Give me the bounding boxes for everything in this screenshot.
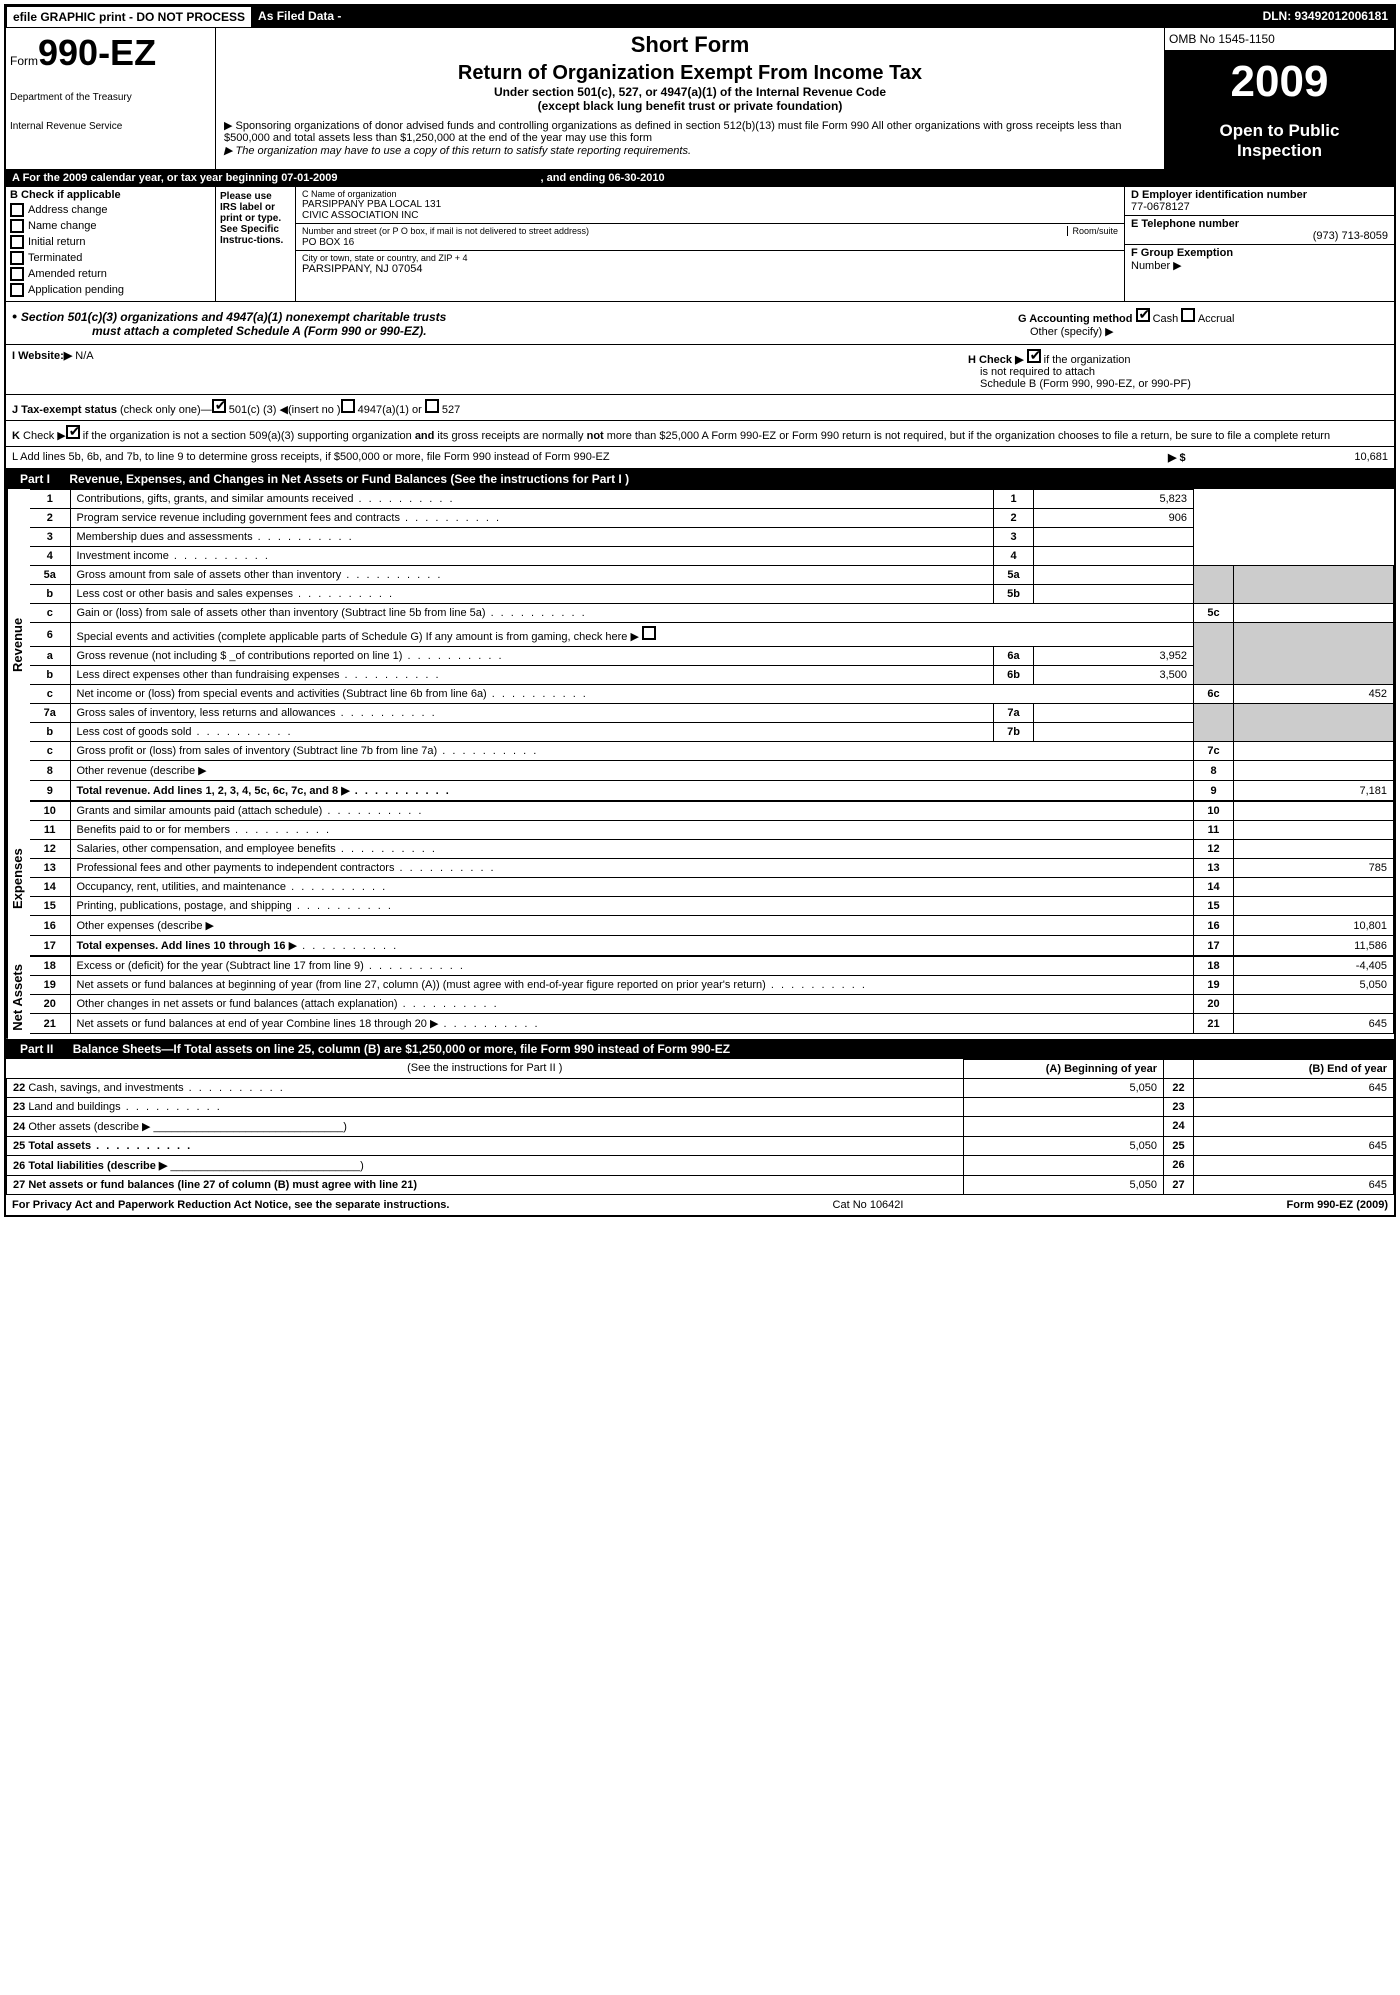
expenses-table: 10Grants and similar amounts paid (attac… — [30, 801, 1394, 956]
h-check-section: H Check ▶ if the organization is not req… — [968, 349, 1388, 390]
check-initial-return[interactable]: Initial return — [10, 235, 211, 249]
org-name-section: C Name of organization PARSIPPANY PBA LO… — [296, 187, 1124, 224]
gross-receipts-value: 10,681 — [1228, 451, 1388, 464]
irs-label-instr: Please use IRS label or print or type. S… — [216, 187, 296, 301]
balance-sheet-table: (See the instructions for Part II ) (A) … — [6, 1059, 1394, 1195]
k-checkbox[interactable] — [66, 425, 80, 439]
row-l-gross: L Add lines 5b, 6b, and 7b, to line 9 to… — [6, 447, 1394, 469]
header-center: Short Form Return of Organization Exempt… — [216, 28, 1164, 169]
accrual-checkbox[interactable] — [1181, 308, 1195, 322]
row-j-exempt-status: J Tax-exempt status (check only one)— 50… — [6, 395, 1394, 421]
under-section: Under section 501(c), 527, or 4947(a)(1)… — [224, 85, 1156, 99]
website-value: N/A — [75, 350, 93, 362]
org-body: C Name of organization PARSIPPANY PBA LO… — [296, 187, 1124, 301]
check-terminated[interactable]: Terminated — [10, 251, 211, 265]
501c-checkbox[interactable] — [212, 399, 226, 413]
open-public: Open to Public Inspection — [1165, 113, 1394, 169]
col-b-title: B Check if applicable — [10, 189, 211, 201]
org-name-1: PARSIPPANY PBA LOCAL 131 — [302, 199, 1118, 210]
h-checkbox[interactable] — [1027, 349, 1041, 363]
page-footer: For Privacy Act and Paperwork Reduction … — [6, 1195, 1394, 1215]
section-501c3: Section 501(c)(3) organizations and 4947… — [6, 302, 1394, 345]
form-header: Form990-EZ Department of the Treasury In… — [6, 28, 1394, 170]
as-filed: As Filed Data - — [252, 6, 1257, 28]
street-address: PO BOX 16 — [302, 237, 1118, 248]
city-state-zip: PARSIPPANY, NJ 07054 — [302, 263, 1118, 275]
gaming-checkbox[interactable] — [642, 626, 656, 640]
tax-year: 2009 — [1165, 51, 1394, 113]
dln: DLN: 93492012006181 — [1257, 6, 1394, 28]
form-ref: Form 990-EZ (2009) — [1287, 1199, 1388, 1211]
header-right: OMB No 1545-1150 2009 Open to Public Ins… — [1164, 28, 1394, 169]
bs-row-26: 26 Total liabilities (describe ▶ _______… — [7, 1155, 1394, 1175]
revenue-label: Revenue — [6, 489, 30, 801]
topbar: efile GRAPHIC print - DO NOT PROCESS As … — [6, 6, 1394, 28]
netassets-table: 18Excess or (deficit) for the year (Subt… — [30, 956, 1394, 1034]
col-c-org: Please use IRS label or print or type. S… — [216, 187, 1124, 301]
dept-treasury: Department of the Treasury — [10, 92, 211, 103]
org-name-2: CIVIC ASSOCIATION INC — [302, 210, 1118, 221]
row-k-check: K Check ▶ if the organization is not a s… — [6, 421, 1394, 447]
ein-section: D Employer identification number 77-0678… — [1125, 187, 1394, 216]
header-left: Form990-EZ Department of the Treasury In… — [6, 28, 216, 169]
telephone-value: (973) 713-8059 — [1131, 230, 1388, 242]
bs-row-22: 22 Cash, savings, and investments5,05022… — [7, 1078, 1394, 1097]
form-990ez: efile GRAPHIC print - DO NOT PROCESS As … — [4, 4, 1396, 1217]
short-form-title: Short Form — [224, 32, 1156, 58]
sponsor-text: ▶ Sponsoring organizations of donor advi… — [224, 119, 1156, 144]
group-exemption-section: F Group Exemption Number ▶ — [1125, 245, 1394, 274]
col-d-ids: D Employer identification number 77-0678… — [1124, 187, 1394, 301]
telephone-section: E Telephone number (973) 713-8059 — [1125, 216, 1394, 245]
check-pending[interactable]: Application pending — [10, 283, 211, 297]
check-name-change[interactable]: Name change — [10, 219, 211, 233]
irs: Internal Revenue Service — [10, 121, 211, 132]
check-address-change[interactable]: Address change — [10, 203, 211, 217]
street-section: Number and street (or P O box, if mail i… — [296, 224, 1124, 251]
revenue-table: 1Contributions, gifts, grants, and simil… — [30, 489, 1394, 801]
bs-row-23: 23 Land and buildings23 — [7, 1097, 1394, 1116]
revenue-section: Revenue 1Contributions, gifts, grants, a… — [6, 489, 1394, 801]
row-a-tax-year: A For the 2009 calendar year, or tax yea… — [6, 170, 1394, 187]
check-amended[interactable]: Amended return — [10, 267, 211, 281]
netassets-label: Net Assets — [6, 956, 30, 1039]
bs-row-24: 24 Other assets (describe ▶ ____________… — [7, 1116, 1394, 1136]
efile-notice: efile GRAPHIC print - DO NOT PROCESS — [6, 6, 252, 28]
entity-info: B Check if applicable Address change Nam… — [6, 187, 1394, 302]
bs-row-27: 27 Net assets or fund balances (line 27 … — [7, 1175, 1394, 1194]
row-i-website: I Website:▶ N/A H Check ▶ if the organiz… — [6, 345, 1394, 395]
cash-checkbox[interactable] — [1136, 308, 1150, 322]
form-prefix: Form — [10, 54, 38, 68]
privacy-notice: For Privacy Act and Paperwork Reduction … — [12, 1199, 449, 1211]
netassets-section: Net Assets 18Excess or (deficit) for the… — [6, 956, 1394, 1039]
return-title: Return of Organization Exempt From Incom… — [224, 62, 1156, 85]
accounting-method: G Accounting method Cash Accrual Other (… — [1018, 308, 1388, 338]
section-501-text: Section 501(c)(3) organizations and 4947… — [12, 308, 1018, 338]
omb-number: OMB No 1545-1150 — [1165, 28, 1394, 51]
527-checkbox[interactable] — [425, 399, 439, 413]
bs-row-25: 25 Total assets5,05025645 — [7, 1136, 1394, 1155]
except-text: (except black lung benefit trust or priv… — [224, 99, 1156, 113]
col-b-checks: B Check if applicable Address change Nam… — [6, 187, 216, 301]
city-section: City or town, state or country, and ZIP … — [296, 251, 1124, 277]
ein-value: 77-0678127 — [1131, 201, 1388, 213]
cat-number: Cat No 10642I — [449, 1199, 1286, 1211]
part2-header: Part II Balance Sheets—If Total assets o… — [6, 1039, 1394, 1059]
requirements-text: ▶ The organization may have to use a cop… — [224, 144, 1156, 157]
4947-checkbox[interactable] — [341, 399, 355, 413]
form-number: 990-EZ — [38, 32, 156, 73]
part1-header: Part I Revenue, Expenses, and Changes in… — [6, 469, 1394, 489]
expenses-section: Expenses 10Grants and similar amounts pa… — [6, 801, 1394, 956]
expenses-label: Expenses — [6, 801, 30, 956]
